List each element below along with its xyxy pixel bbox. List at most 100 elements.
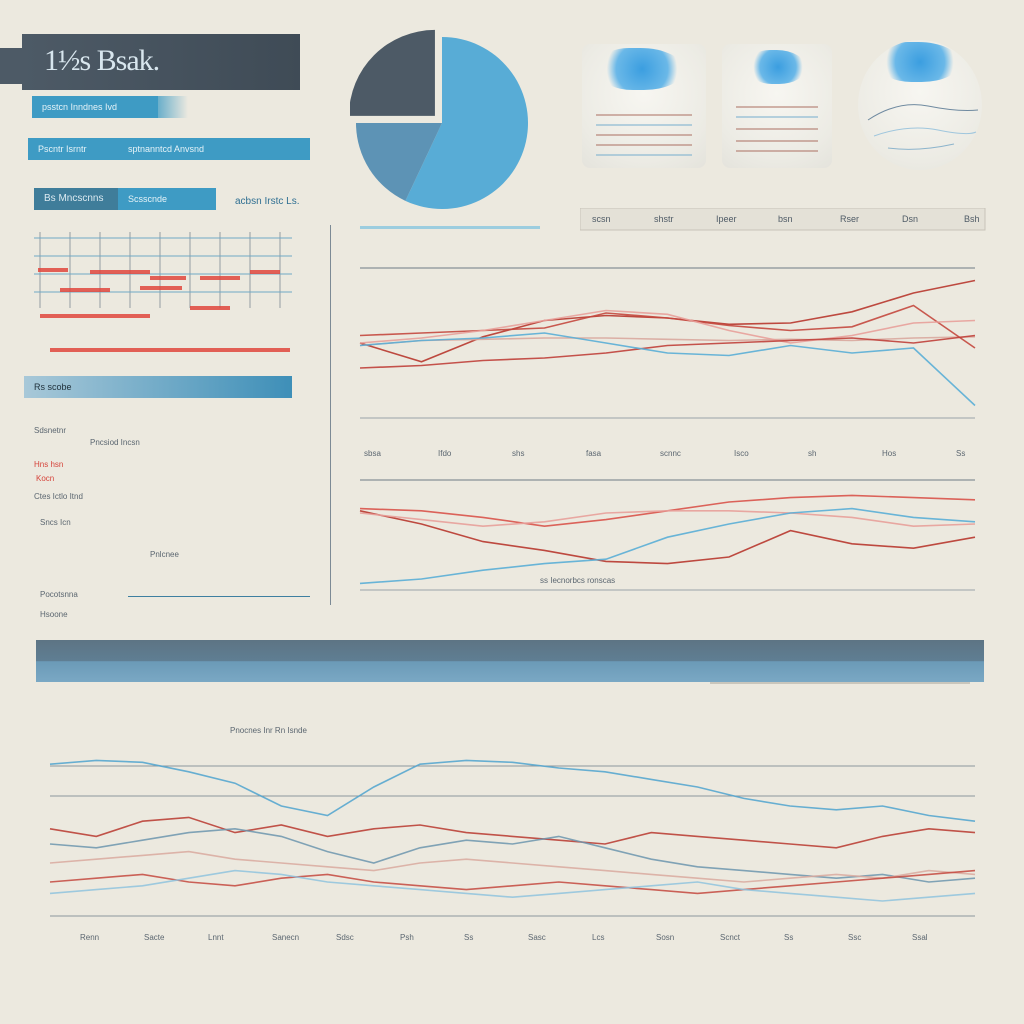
mini-bar xyxy=(140,286,182,290)
top-left-chart-label: acbsn Irstc Ls. xyxy=(235,196,300,207)
bottom-series-line xyxy=(49,869,976,895)
chart-header-label: Dsn xyxy=(902,214,918,224)
chart-header-label: Ipeer xyxy=(716,214,737,224)
mini-bar xyxy=(60,288,110,292)
thumbnail-3-map xyxy=(867,104,979,150)
left-panel-heading-bar[interactable]: Rs scobe xyxy=(24,376,292,398)
thumbnail-2-line xyxy=(736,128,818,130)
x-tick-label: sh xyxy=(808,449,816,458)
bottom-x-tick-label: Sasc xyxy=(528,933,546,942)
thumbnail-2[interactable] xyxy=(722,44,832,168)
chart-header-label: scsn xyxy=(592,214,611,224)
thumbnail-1-line xyxy=(596,154,692,156)
thumbnail-3[interactable] xyxy=(858,40,982,170)
bottom-series-line xyxy=(49,816,976,849)
left-panel-heading: Rs scobe xyxy=(34,382,72,392)
dashboard-title-box: 1½s Bsak. xyxy=(22,34,300,90)
mini-bar xyxy=(38,268,68,272)
subtitle-chip-label: psstcn Inndnes Ivd xyxy=(42,102,118,112)
info-bar-left: Pscntr Isrntr xyxy=(38,144,87,154)
thumbnail-1-line xyxy=(596,144,692,146)
x-tick-label: scnnc xyxy=(660,449,681,458)
left-row-1: Sdsnetnr xyxy=(34,426,67,435)
left-panel-rows: Sdsnetnr Pncsiod Incsn Hns hsn Ctes Ictl… xyxy=(30,420,310,620)
x-tick-label: Ss xyxy=(956,449,965,458)
bottom-x-tick-label: Ssal xyxy=(912,933,928,942)
x-tick-label: shs xyxy=(512,449,524,458)
subtitle-chip-fade xyxy=(148,96,188,118)
thumbnail-2-line xyxy=(736,140,818,142)
chart-header-label: bsn xyxy=(778,214,793,224)
tab-left[interactable]: Bs Mncscnns xyxy=(34,188,126,210)
bottom-series-line xyxy=(49,759,976,822)
thumbnail-3-contour xyxy=(867,104,979,121)
top-chart-footer: ss Iecnorbcs ronscas xyxy=(540,576,616,585)
mini-bar xyxy=(90,270,150,274)
mini-bar xyxy=(50,348,290,352)
x-tick-label: Isco xyxy=(734,449,749,458)
title-accent xyxy=(0,48,22,84)
thumbnail-3-contour xyxy=(887,143,955,150)
bottom-x-tick-label: Sacte xyxy=(144,933,165,942)
thumbnail-1-splash xyxy=(600,48,684,90)
series-line xyxy=(359,507,976,585)
left-row-2: Pncsiod Incsn xyxy=(90,438,140,447)
left-row-3: Hns hsn xyxy=(34,460,64,469)
x-tick-label: Ifdo xyxy=(438,449,452,458)
chart-header-label: Rser xyxy=(840,214,859,224)
series-line xyxy=(359,509,976,528)
pie-slice xyxy=(350,29,435,116)
bottom-x-tick-label: Lcs xyxy=(592,933,604,942)
bottom-x-tick-label: Ss xyxy=(784,933,793,942)
series-line xyxy=(359,332,976,407)
left-row-7: Pocotsnna xyxy=(40,590,78,599)
banner-shadow xyxy=(710,682,970,684)
left-panel-divider xyxy=(128,596,310,597)
tab-right[interactable]: Scsscnde xyxy=(118,188,216,210)
line-chart-bottom: Renn Sacte Lnnt Sanecn Sdsc Psh Ss Sasc Lcs Sosn S… xyxy=(49,759,976,942)
left-legend-label: Kocn xyxy=(36,474,55,483)
chart-header-label: Bsh xyxy=(964,214,980,224)
pie-chart xyxy=(350,29,529,210)
thumbnail-1[interactable] xyxy=(582,44,706,168)
chart-header-strip xyxy=(580,208,986,231)
bottom-x-tick-label: Lnnt xyxy=(208,933,224,942)
series-line xyxy=(359,279,976,363)
line-charts-top: sbsa Ifdo shs fasa scnnc Isco sh Hos Ss xyxy=(359,267,976,591)
chart-area-axis xyxy=(330,225,331,605)
series-line xyxy=(359,510,976,565)
bottom-x-tick-label: Renn xyxy=(80,933,99,942)
thumbnail-1-line xyxy=(596,114,692,116)
thumbnail-3-splash xyxy=(880,42,960,82)
mini-bar xyxy=(200,276,240,280)
tab-left-label: Bs Mncscnns xyxy=(44,193,104,204)
bottom-x-tick-label: Scnct xyxy=(720,933,741,942)
chart-header-labels: scsn shstr Ipeer bsn Rser Dsn Bsh xyxy=(580,208,986,231)
mini-bar-chart xyxy=(34,232,292,352)
chart-header-label: shstr xyxy=(654,214,674,224)
x-tick-label: Hos xyxy=(882,449,896,458)
x-tick-label: fasa xyxy=(586,449,602,458)
bottom-chart-caption: Pnocnes Inr Rn Isnde xyxy=(230,726,307,735)
thumbnail-1-line xyxy=(596,124,692,126)
bottom-x-tick-label: Sanecn xyxy=(272,933,299,942)
thumbnail-1-line xyxy=(596,134,692,136)
mini-bar xyxy=(40,314,150,318)
info-bar[interactable]: Pscntr Isrntr sptnanntcd Anvsnd xyxy=(28,138,310,160)
left-row-4: Ctes Ictlo Itnd xyxy=(34,492,83,501)
bottom-x-tick-label: Sdsc xyxy=(336,933,354,942)
bottom-x-tick-label: Ssc xyxy=(848,933,861,942)
tab-right-label: Scsscnde xyxy=(128,194,168,204)
bottom-x-tick-label: Psh xyxy=(400,933,414,942)
left-row-8: Hsoone xyxy=(40,610,68,619)
x-tick-label: sbsa xyxy=(364,449,381,458)
subtitle-chip[interactable]: psstcn Inndnes Ivd xyxy=(32,96,158,118)
mini-bar xyxy=(190,306,230,310)
thumbnail-2-line xyxy=(736,106,818,108)
dashboard-title: 1½s Bsak. xyxy=(44,44,160,77)
series-line xyxy=(359,334,976,369)
bottom-x-tick-label: Ss xyxy=(464,933,473,942)
left-row-6: Pnlcnee xyxy=(150,550,179,559)
info-bar-right: sptnanntcd Anvsnd xyxy=(128,144,205,154)
